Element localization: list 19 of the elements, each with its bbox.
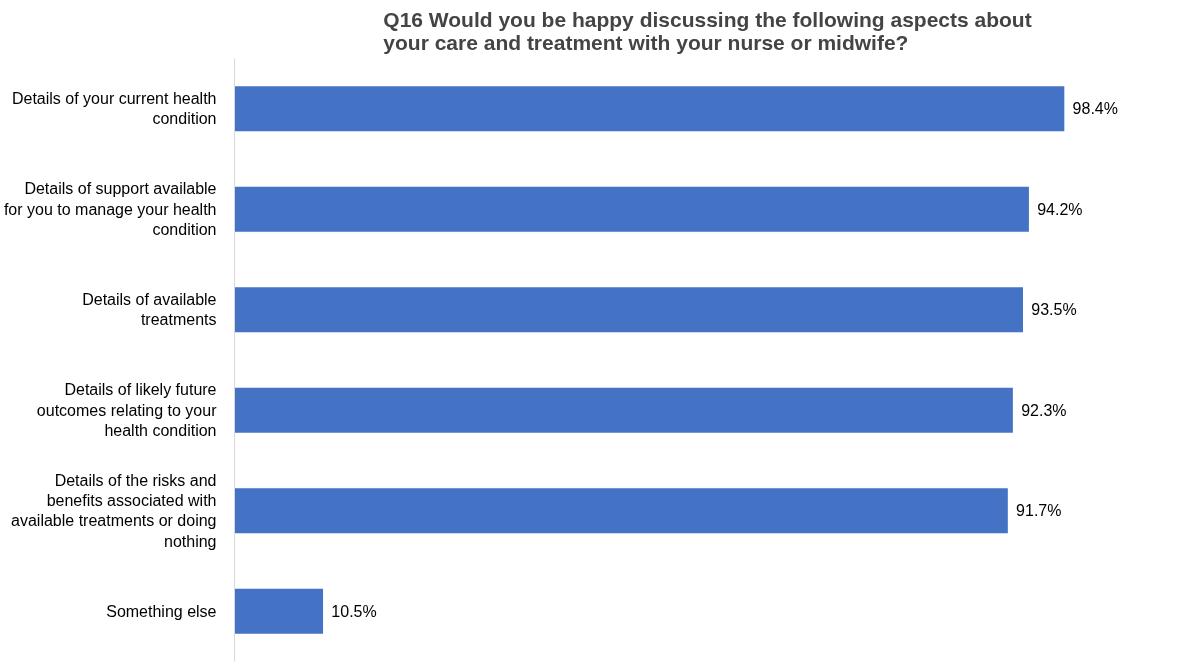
- data-label: 93.5%: [1031, 301, 1077, 319]
- bar: [234, 588, 324, 634]
- bar: [234, 387, 1013, 433]
- bar: [234, 488, 1008, 534]
- y-tick-label: Details of available treatments: [82, 291, 217, 329]
- y-tick-label: Details of likely future outcomes relating to your health condition: [36, 381, 218, 440]
- chart-title: Q16 Would you be happy discussing the following aspects about your care and treatment with your nurse or midwife?: [383, 7, 1032, 54]
- bar: [234, 186, 1029, 232]
- data-label: 10.5%: [331, 602, 377, 620]
- data-label: 91.7%: [1016, 502, 1062, 520]
- bar: [234, 86, 1065, 132]
- data-label: 94.2%: [1037, 200, 1083, 218]
- y-tick-label: Details of support available for you to manage your health condition: [3, 180, 217, 239]
- bar: [234, 287, 1023, 333]
- y-tick-label: Something else: [106, 602, 217, 620]
- y-tick-label: Details of your current health condition: [11, 90, 217, 128]
- data-label: 92.3%: [1021, 401, 1067, 419]
- data-label: 98.4%: [1072, 100, 1118, 118]
- y-tick-label: Details of the risks and benefits associated with available treatments or doing nothing: [11, 471, 217, 550]
